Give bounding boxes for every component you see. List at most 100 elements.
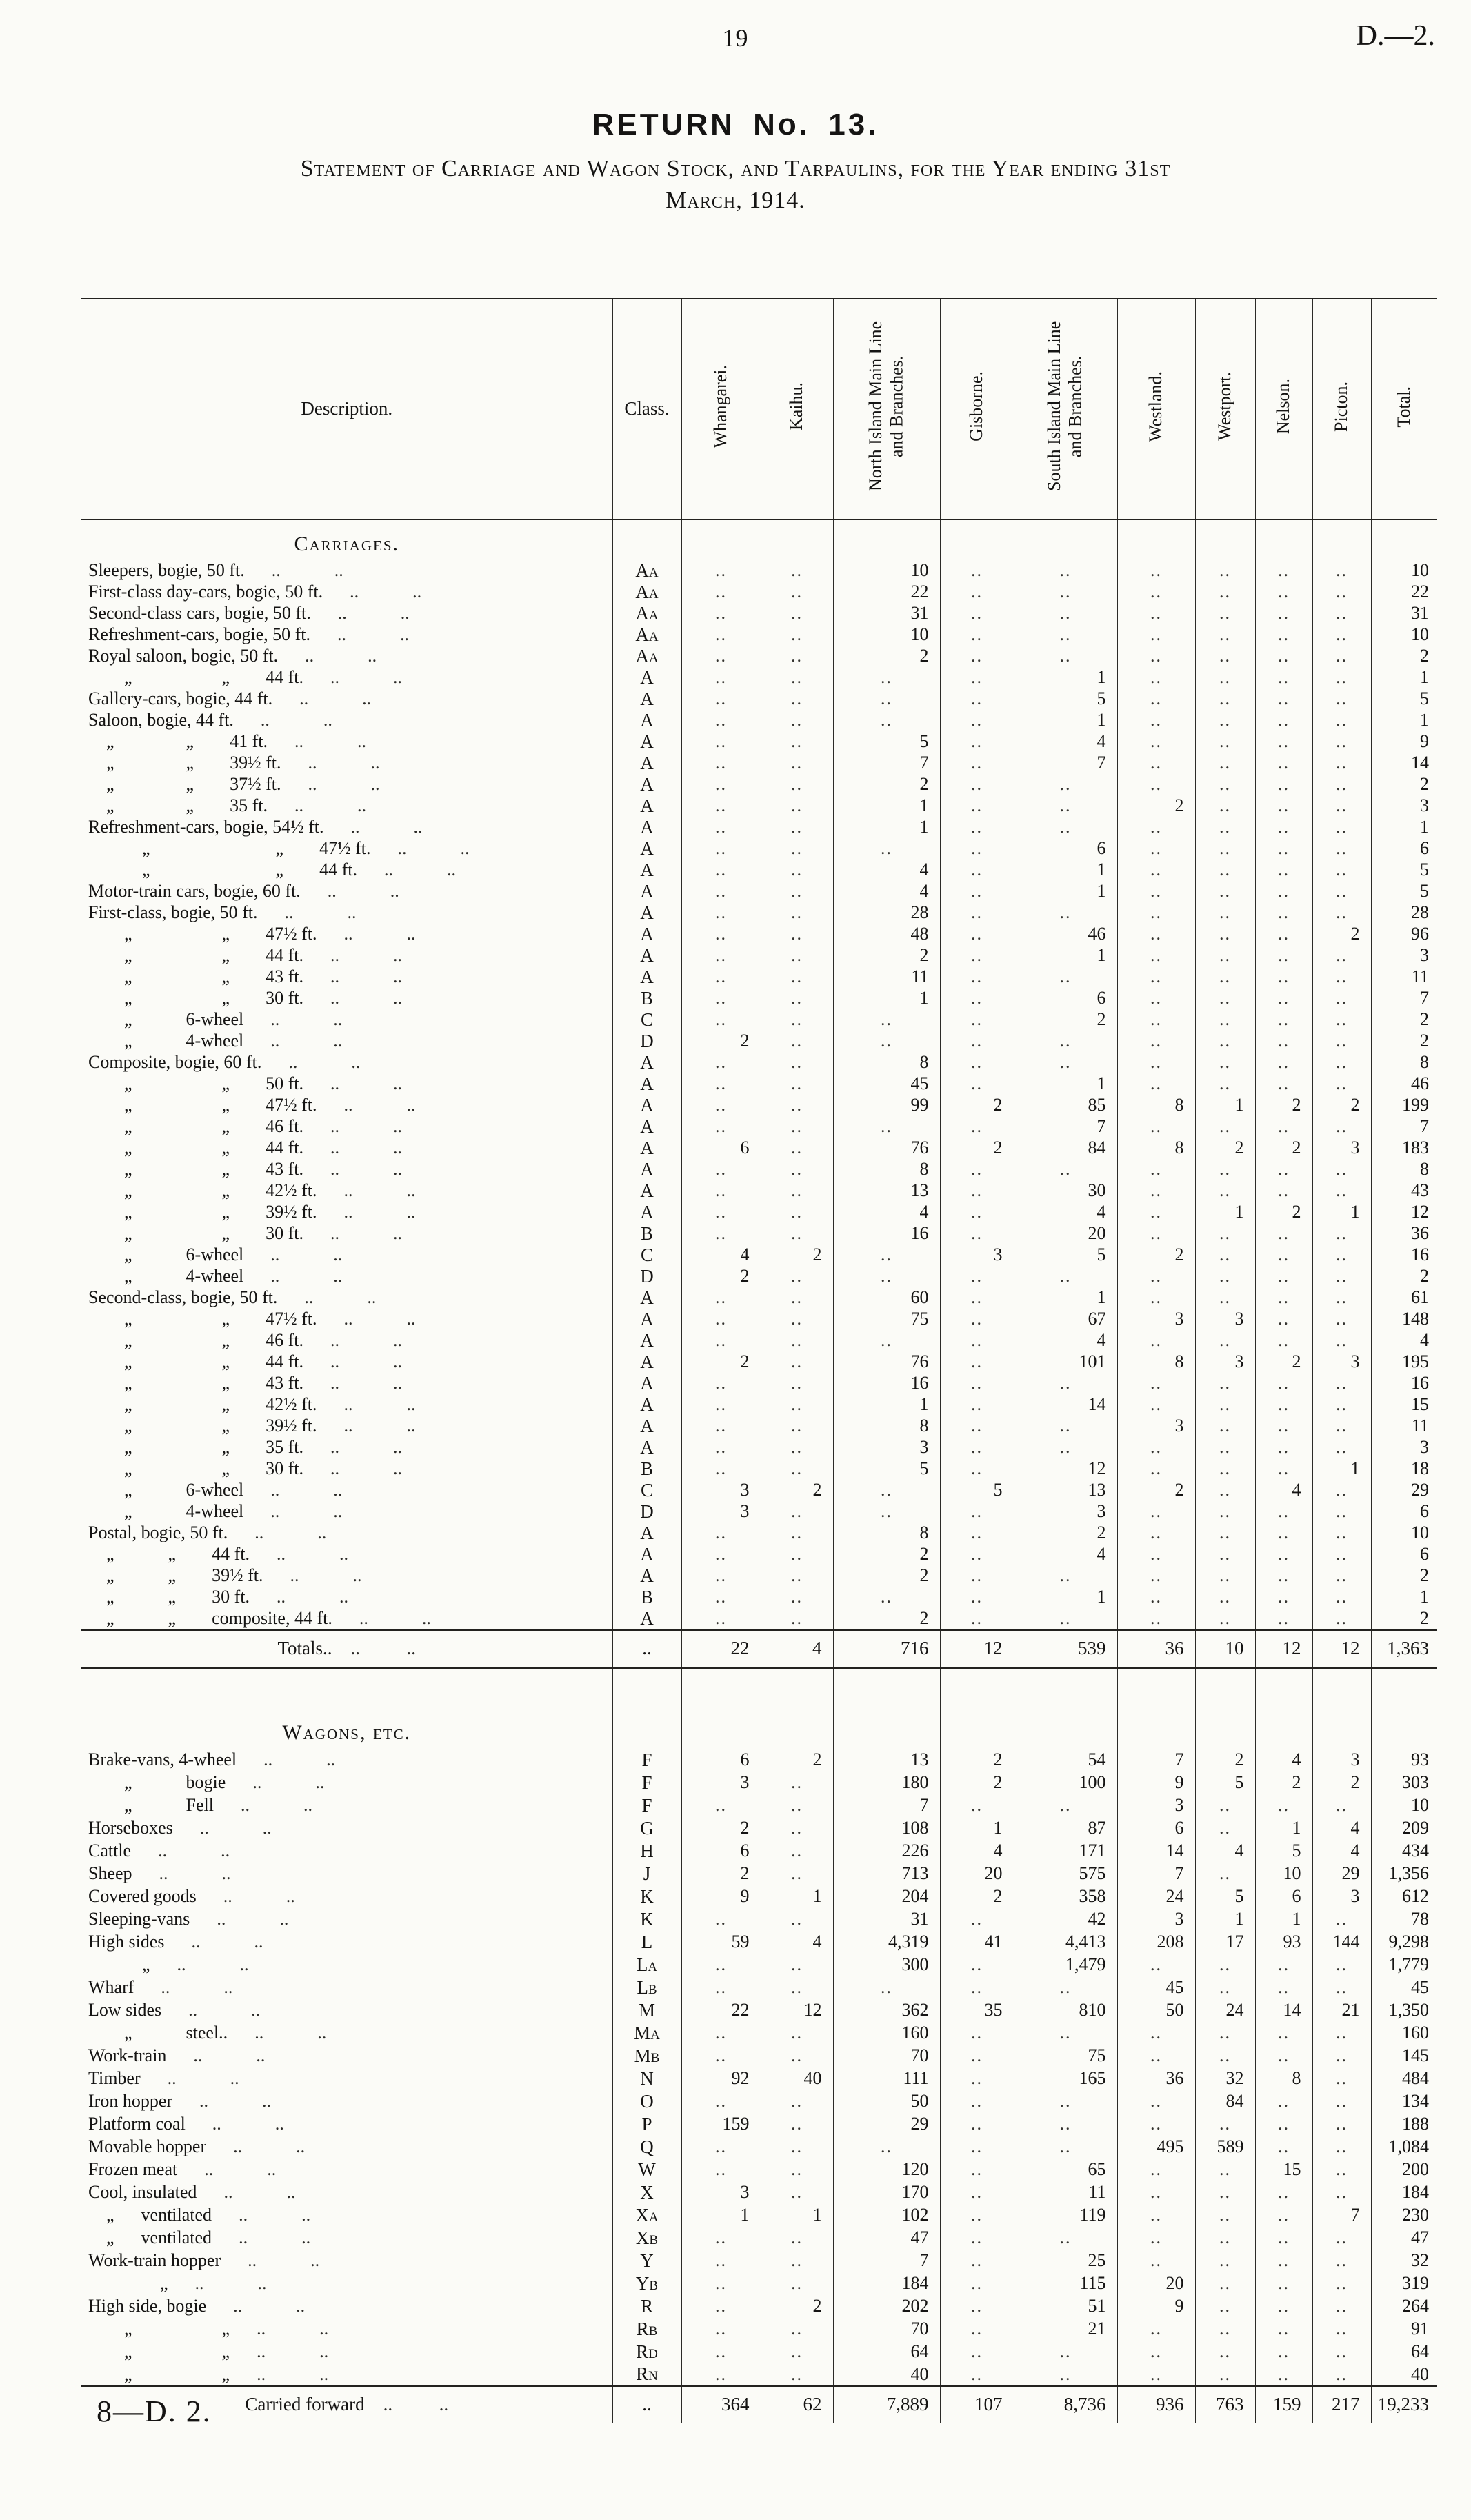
row-class: A bbox=[612, 795, 681, 817]
cell-value: .. bbox=[1117, 1565, 1195, 1587]
cell-value: 7 bbox=[1117, 1748, 1195, 1772]
cell-value: .. bbox=[1254, 795, 1312, 817]
row-class: A bbox=[612, 923, 681, 945]
row-class: Ma bbox=[612, 2021, 681, 2045]
cell-total: 16 bbox=[1370, 1372, 1437, 1394]
cell-value: 45 bbox=[832, 1073, 940, 1095]
cell-value: 3 bbox=[1117, 1794, 1195, 1817]
row-description: „ ventilated bbox=[81, 2227, 612, 2250]
cell-value: .. bbox=[760, 602, 833, 624]
cell-value: .. bbox=[1013, 1372, 1117, 1394]
cell-value: .. bbox=[1312, 1009, 1371, 1031]
cell-value: .. bbox=[1254, 688, 1312, 710]
row-class: Rd bbox=[612, 2340, 681, 2363]
row-description: Cattle bbox=[81, 1840, 612, 1863]
cell-total: 22 bbox=[1370, 581, 1437, 603]
column-header-label: Westport. bbox=[1214, 372, 1235, 442]
cell-value: .. bbox=[1117, 1009, 1195, 1031]
cell-value: .. bbox=[1117, 1115, 1195, 1138]
cell-value: 208 bbox=[1117, 1930, 1195, 1954]
cell-value: .. bbox=[681, 2021, 761, 2045]
cell-total: 96 bbox=[1370, 923, 1437, 945]
cell-value: .. bbox=[1254, 666, 1312, 688]
cell-total: 183 bbox=[1370, 1137, 1437, 1159]
cell-value: .. bbox=[939, 1308, 1014, 1330]
cell-value: .. bbox=[760, 1522, 833, 1544]
cell-value: .. bbox=[1312, 1308, 1371, 1330]
cell-value: 59 bbox=[681, 1930, 761, 1954]
cell-total: 2 bbox=[1370, 1009, 1437, 1031]
cell-value: .. bbox=[1194, 1393, 1255, 1416]
cell-value: .. bbox=[1194, 1073, 1255, 1095]
page-footer: 8—D. 2. bbox=[97, 2394, 212, 2428]
cell-value: .. bbox=[1194, 1415, 1255, 1437]
cell-value: .. bbox=[1312, 1393, 1371, 1416]
cell-value: .. bbox=[760, 2181, 833, 2204]
cell-total: 3 bbox=[1370, 944, 1437, 966]
cell-value: .. bbox=[681, 1522, 761, 1544]
cell-value: .. bbox=[681, 2340, 761, 2363]
cell-value: .. bbox=[1312, 1586, 1371, 1608]
cell-value: .. bbox=[1194, 1115, 1255, 1138]
cell-value: .. bbox=[939, 902, 1014, 924]
row-class: A bbox=[612, 1329, 681, 1351]
cell-value: 2 bbox=[1013, 1009, 1117, 1031]
row-class: Xa bbox=[612, 2203, 681, 2227]
cell-value: .. bbox=[1254, 2340, 1312, 2363]
table-row: Sleepers, bogie, 50 ft.Aa....10.........… bbox=[81, 559, 1437, 582]
cell-value: .. bbox=[1254, 902, 1312, 924]
cell-value: 4 bbox=[939, 1839, 1014, 1863]
cell-value: 2 bbox=[681, 1862, 761, 1885]
cell-value: .. bbox=[1254, 1329, 1312, 1351]
cell-value: .. bbox=[760, 1308, 833, 1330]
cell-value: .. bbox=[681, 2090, 761, 2113]
cell-value: .. bbox=[681, 1436, 761, 1458]
cell-value: .. bbox=[1117, 645, 1195, 667]
cell-value: .. bbox=[1117, 1201, 1195, 1223]
cell-value: 9 bbox=[1117, 1771, 1195, 1794]
cell-value: .. bbox=[760, 1458, 833, 1480]
cell-value: 70 bbox=[832, 2317, 940, 2341]
cell-value: .. bbox=[681, 2363, 761, 2386]
cell-value: .. bbox=[939, 688, 1014, 710]
cell-value: .. bbox=[1312, 581, 1371, 603]
cell-value: .. bbox=[1254, 944, 1312, 966]
cell-value: .. bbox=[760, 1158, 833, 1180]
cell-value: 364 bbox=[681, 2385, 761, 2423]
cell-value: .. bbox=[1194, 2272, 1255, 2295]
row-class: Aa bbox=[612, 581, 681, 603]
row-class: Y bbox=[612, 2249, 681, 2272]
cell-value: .. bbox=[1254, 1393, 1312, 1416]
cell-value: 60 bbox=[832, 1287, 940, 1309]
cell-value: .. bbox=[681, 1009, 761, 1031]
table-row: Composite, bogie, 60 ft.A....8..........… bbox=[81, 1051, 1437, 1073]
cell-value: .. bbox=[681, 731, 761, 753]
cell-value: .. bbox=[1194, 1479, 1255, 1501]
cell-value: .. bbox=[1117, 837, 1195, 860]
cell-value: 1 bbox=[760, 2203, 833, 2227]
cell-value: .. bbox=[681, 709, 761, 731]
cell-value: .. bbox=[832, 688, 940, 710]
cell-value: .. bbox=[1312, 1543, 1371, 1565]
cell-value: .. bbox=[939, 1351, 1014, 1373]
row-description: Horseboxes bbox=[81, 1817, 612, 1840]
cell-value: .. bbox=[939, 2090, 1014, 2113]
cell-value: 2 bbox=[832, 1565, 940, 1587]
cell-value: .. bbox=[1194, 902, 1255, 924]
cell-value: 120 bbox=[832, 2158, 940, 2181]
row-class: A bbox=[612, 880, 681, 902]
cell-value: .. bbox=[760, 1393, 833, 1416]
cell-total: 18 bbox=[1370, 1458, 1437, 1480]
cell-value: .. bbox=[1013, 1976, 1117, 1999]
cell-value: 2 bbox=[1117, 795, 1195, 817]
cell-value: .. bbox=[1312, 966, 1371, 988]
cell-value: 11 bbox=[1013, 2181, 1117, 2204]
cell-value: 8,736 bbox=[1013, 2385, 1117, 2423]
page-number: 19 bbox=[722, 24, 749, 52]
cell-value: .. bbox=[1312, 709, 1371, 731]
cell-total: 1 bbox=[1370, 709, 1437, 731]
cell-value: .. bbox=[1194, 709, 1255, 731]
cell-value: 42 bbox=[1013, 1907, 1117, 1931]
cell-value: .. bbox=[832, 1329, 940, 1351]
